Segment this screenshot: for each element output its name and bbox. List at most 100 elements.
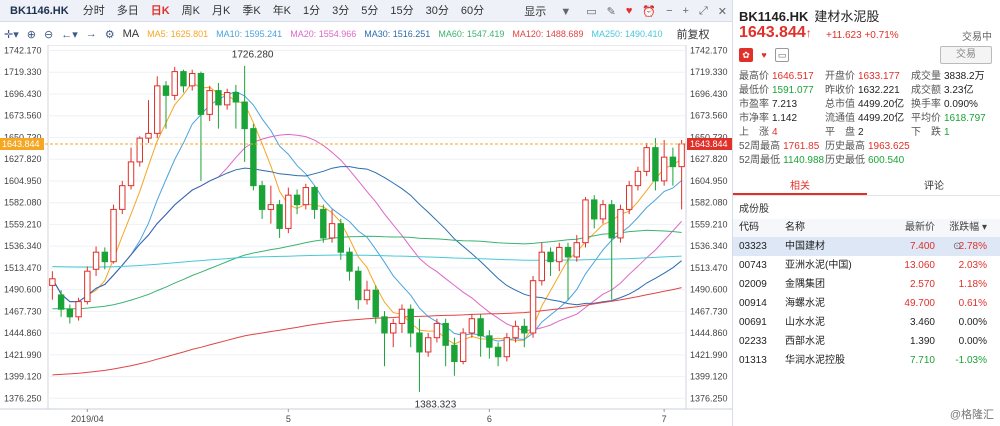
stat-cell: 市盈率 7.213 [739, 98, 825, 112]
display-menu[interactable]: 显示 ▼ [514, 3, 581, 19]
candle-body [442, 322, 449, 346]
header-code[interactable]: 代码 [739, 222, 759, 233]
stat-cell: 历史最高 1963.625 [825, 140, 911, 154]
candle-body [599, 204, 607, 220]
minus-icon[interactable]: − [666, 5, 673, 17]
header-price[interactable]: 最新价 [905, 222, 935, 233]
stat-cell: 52周最高 1761.85 [739, 140, 825, 154]
stat-cell: 换手率 0.090% [911, 98, 997, 112]
stat-value: 1.142 [772, 113, 798, 124]
stat-cell: 昨收价 1632.221 [825, 84, 911, 98]
draw-icon[interactable]: ✎ [606, 5, 616, 18]
table-row[interactable]: 02233 西部水泥 1.390 0.00% [733, 332, 1000, 351]
header-change[interactable]: 涨跌幅 ▾ [949, 222, 987, 233]
candle-body [547, 251, 554, 263]
y-tick-label-right: 1444.860 [690, 328, 728, 338]
tab-comments[interactable]: 评论 [924, 181, 944, 192]
period-tab[interactable]: 60分 [460, 4, 485, 17]
zoom-out-icon[interactable]: ⊖ [43, 28, 54, 41]
trade-button[interactable]: 交易 [940, 46, 992, 64]
candle-body [171, 71, 178, 96]
stock-code: 00914 [739, 298, 767, 309]
stock-change: 0.00% [958, 317, 987, 328]
candle-body [75, 301, 82, 318]
constituents-title: 成份股 [739, 204, 769, 215]
stat-label: 开盘价 [825, 71, 855, 82]
candle-body [468, 318, 476, 334]
alert-icon[interactable]: ⏰ [642, 5, 657, 18]
period-tab[interactable]: 日K [150, 4, 170, 17]
candle-body [459, 332, 467, 362]
ma30-readout: MA30: 1516.251 [364, 29, 431, 39]
stats-row: 52周最低 1140.988 历史最低 600.540 [739, 154, 997, 168]
period-tab[interactable]: 3分 [332, 4, 350, 17]
stat-label: 历史最低 [825, 155, 865, 166]
table-row[interactable]: 00691 山水水泥 3.460 0.00% [733, 313, 1000, 332]
period-tab[interactable]: 周K [181, 4, 200, 17]
chat-icon[interactable]: ▭ [775, 48, 789, 62]
fullscreen-icon[interactable]: ⤢ [698, 4, 708, 17]
table-row[interactable]: 03323 中国建材 7.400 2.78% ⊙ [733, 237, 1000, 256]
y-tick-label-left: 1399.120 [4, 372, 42, 382]
flag-icon[interactable]: ✿ [739, 48, 753, 62]
period-tab[interactable]: 多日 [116, 4, 139, 17]
table-row[interactable]: 02009 金隅集团 2.570 1.18% [733, 275, 1000, 294]
period-tab[interactable]: 1分 [303, 4, 321, 17]
y-tick-label-right: 1376.250 [690, 393, 728, 403]
period-tab[interactable]: 月K [212, 4, 231, 17]
stat-label: 历史最高 [825, 141, 865, 152]
ma-label[interactable]: MA [122, 28, 140, 40]
table-row[interactable]: 01313 华润水泥控股 7.710 -1.03% [733, 351, 1000, 370]
candle-body [416, 332, 423, 353]
crosshair-icon[interactable]: ✛▾ [4, 28, 19, 41]
detail-icon[interactable]: ⊙ [953, 241, 962, 252]
y-tick-label-right: 1719.330 [690, 67, 728, 77]
stat-cell [911, 154, 997, 168]
quote-icons: ✿ ♥ ▭ [739, 48, 789, 62]
heart-icon[interactable]: ♥ [761, 50, 767, 60]
layout-icon[interactable]: ▭ [586, 5, 597, 18]
table-row[interactable]: 00914 海螺水泥 49.700 0.61% [733, 294, 1000, 313]
candle-body [503, 337, 511, 358]
candle-body [617, 208, 624, 239]
candle-body [390, 322, 397, 334]
watermark: @格隆汇 [949, 409, 994, 421]
candle-body [678, 143, 685, 168]
header-name[interactable]: 名称 [785, 222, 805, 233]
zoom-in-icon[interactable]: ⊕ [26, 28, 36, 41]
settings-icon[interactable]: ⚙ [104, 28, 115, 41]
y-tick-label-right: 1604.950 [690, 176, 728, 186]
candle-body [241, 101, 248, 130]
stock-name: 亚洲水泥(中国) [785, 260, 852, 271]
stock-change: 2.03% [958, 260, 987, 271]
move-right-icon[interactable]: → [85, 28, 97, 40]
tab-related[interactable]: 相关 [733, 178, 867, 195]
candle-body [591, 199, 598, 220]
kline-chart-area[interactable]: 1742.170 1742.170 1719.330 1719.330 1696.430… [0, 45, 732, 426]
table-row[interactable]: 00743 亚洲水泥(中国) 13.060 2.03% [733, 256, 1000, 275]
period-tab[interactable]: 15分 [390, 4, 414, 17]
period-tab[interactable]: 季K [242, 4, 261, 17]
stat-label: 平 盘 [825, 127, 855, 138]
stats-row: 市净率 1.142 流通值 4499.20亿 平均价 1618.797 [739, 112, 997, 126]
period-tab[interactable]: 30分 [425, 4, 449, 17]
stat-value: 4 [772, 127, 778, 138]
stock-name: 金隅集团 [785, 279, 825, 290]
period-tab[interactable]: 年K [272, 4, 292, 17]
favorite-icon[interactable]: ♥ [625, 5, 633, 17]
candle-body [529, 280, 537, 334]
y-tick-label-left: 1742.170 [4, 46, 42, 56]
kline-chart[interactable]: 1742.170 1742.170 1719.330 1719.330 1696.430… [0, 45, 732, 426]
adjust-button[interactable]: 前复权 [676, 29, 710, 41]
period-tab[interactable]: 分时 [82, 4, 105, 17]
ma10-readout: MA10: 1595.241 [216, 29, 283, 39]
quote-price: 1643.844↑ [739, 24, 812, 42]
stats-row: 最高价 1646.517 开盘价 1633.177 成交量 3838.2万 [739, 70, 997, 84]
close-icon[interactable]: ✕ [717, 5, 727, 18]
plus-icon[interactable]: + [682, 5, 689, 17]
stat-cell: 历史最低 600.540 [825, 154, 911, 168]
candle-body [451, 344, 458, 362]
move-left-icon[interactable]: ←▾ [61, 28, 78, 41]
period-tab[interactable]: 5分 [361, 4, 379, 17]
candle-body [477, 318, 484, 337]
